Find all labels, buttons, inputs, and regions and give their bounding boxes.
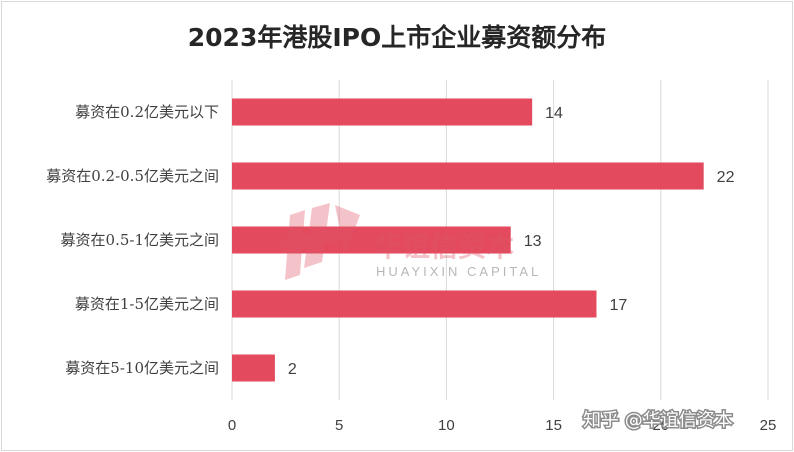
x-tick-label: 25 (760, 417, 777, 434)
value-labels: 14 22 13 17 2 (288, 105, 735, 378)
watermark-logo-subtext: HUAYIXIN CAPITAL (376, 264, 541, 279)
x-tick-label: 15 (545, 417, 562, 434)
bar (232, 354, 275, 382)
category-labels: 募资在0.2亿美元以下募资在0.2-0.5亿美元之间募资在0.5-1亿美元之间募… (46, 103, 219, 377)
watermark-logo: 华谊信资本 HUAYIXIN CAPITAL (280, 203, 541, 280)
bar (232, 98, 533, 126)
data-label: 22 (717, 169, 735, 186)
x-tick-label: 5 (335, 417, 343, 434)
bars (232, 98, 704, 382)
category-label: 募资在5-10亿美元之间 (65, 359, 219, 377)
watermark-logo-text: 华谊信资本 (374, 230, 514, 263)
x-tick-labels: 0 5 10 15 20 25 (228, 417, 777, 434)
data-label: 2 (288, 361, 297, 378)
watermark-logo-mark (280, 203, 360, 280)
category-label: 募资在1-5亿美元之间 (75, 295, 219, 313)
bar (232, 290, 597, 318)
category-label: 募资在0.5-1亿美元之间 (61, 231, 219, 249)
data-label: 13 (524, 233, 542, 250)
x-tick-label: 0 (228, 417, 236, 434)
x-tick-label: 20 (652, 417, 669, 434)
bar (232, 226, 511, 254)
category-label: 募资在0.2亿美元以下 (75, 103, 219, 121)
bar (232, 162, 704, 190)
x-tick-label: 10 (438, 417, 455, 434)
watermark-footer-text: 知乎 @华谊信资本 (583, 410, 733, 431)
data-label: 17 (609, 297, 627, 314)
category-label: 募资在0.2-0.5亿美元之间 (46, 167, 219, 185)
watermark-footer: 知乎 @华谊信资本 (582, 409, 735, 433)
chart-title: 2023年港股IPO上市企业募资额分布 (187, 23, 607, 52)
data-label: 14 (545, 105, 563, 122)
